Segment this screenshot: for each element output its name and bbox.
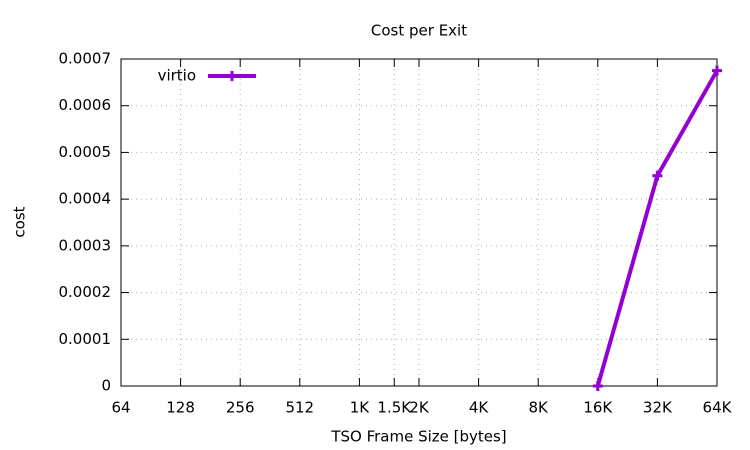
y-tick-label: 0.0007 [59, 50, 112, 68]
x-tick-label: 1K [350, 399, 371, 417]
y-tick-label: 0.0004 [59, 190, 112, 208]
y-tick-label: 0.0003 [59, 236, 112, 254]
legend-label: virtio [158, 67, 196, 85]
x-axis-label: TSO Frame Size [bytes] [330, 428, 506, 446]
x-tick-label: 32K [643, 399, 673, 417]
x-tick-label: 512 [285, 399, 314, 417]
x-tick-label: 64 [111, 399, 130, 417]
x-tick-label: 1.5K [377, 399, 412, 417]
y-tick-label: 0.0006 [59, 96, 112, 114]
y-tick-label: 0.0002 [59, 283, 112, 301]
x-tick-label: 2K [409, 399, 430, 417]
y-tick-label: 0 [101, 377, 111, 395]
marker [592, 381, 603, 391]
x-tick-label: 16K [583, 399, 613, 417]
plot-border [120, 58, 718, 387]
y-tick-label: 0.0005 [59, 143, 112, 161]
x-tick-label: 256 [226, 399, 255, 417]
x-tick-label: 4K [469, 399, 490, 417]
marker [712, 65, 722, 76]
x-tick-label: 8K [529, 399, 550, 417]
y-tick-label: 0.0001 [59, 330, 112, 348]
y-axis-label: cost [11, 206, 29, 237]
x-tick-label: 64K [703, 399, 733, 417]
legend-marker [227, 71, 237, 81]
x-tick-label: 128 [166, 399, 195, 417]
chart-title: Cost per Exit [371, 22, 467, 40]
marker [652, 170, 663, 181]
series-line [595, 69, 719, 387]
